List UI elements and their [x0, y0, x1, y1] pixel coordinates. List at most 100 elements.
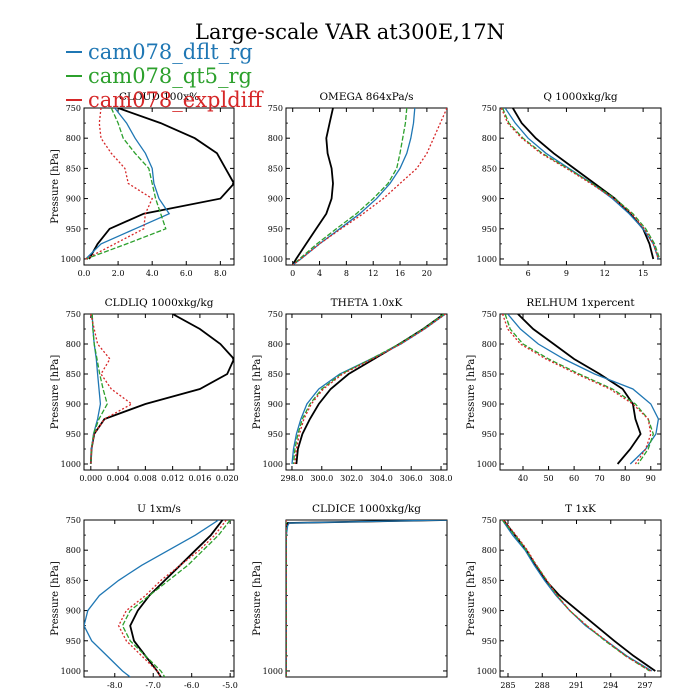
x-tick-label: 298.0 — [281, 474, 304, 483]
legend-swatch — [66, 98, 82, 101]
y-tick-label: 800 — [482, 134, 497, 143]
dflt-line — [507, 314, 660, 465]
y-tick-label: 850 — [268, 164, 283, 173]
panel-title: T 1xK — [565, 503, 596, 515]
x-tick-label: 6.0 — [180, 269, 193, 278]
expl-line — [501, 314, 652, 465]
x-tick-label: 12 — [600, 269, 610, 278]
panel-title: CLDICE 1000xkg/kg — [312, 503, 421, 515]
y-tick-label: 1000 — [61, 460, 81, 469]
control-line — [502, 520, 656, 672]
dflt-line — [501, 520, 653, 672]
y-tick-label: 900 — [482, 400, 497, 409]
y-tick-label: 750 — [482, 516, 497, 525]
x-tick-label: 8.0 — [214, 269, 227, 278]
panel-title: THETA 1.0xK — [331, 297, 403, 309]
y-tick-label: 800 — [268, 340, 283, 349]
panel-3: Q 1000xkg/kg 750 800 850 900 950 1000 6 9 12 15 — [477, 91, 662, 278]
x-tick-label: 0.000 — [79, 474, 102, 483]
y-tick-label: 1000 — [263, 255, 283, 264]
legend-entry-dflt: cam078_dflt_rg — [66, 40, 262, 64]
y-tick-label: 800 — [66, 134, 81, 143]
legend-swatch — [66, 50, 82, 53]
x-tick-label: 4.0 — [146, 269, 159, 278]
panel-4: CLDLIQ 1000xkg/kg 750 800 850 900 950 1000 0.00… — [50, 297, 239, 483]
y-tick-label: 800 — [66, 546, 81, 555]
y-tick-label: 750 — [482, 104, 497, 113]
qt5-line — [121, 520, 231, 677]
y-tick-label: 900 — [482, 607, 497, 616]
legend-entry-expl: cam078_expldiff — [66, 88, 262, 112]
x-tick-label: 0.016 — [188, 474, 211, 483]
x-tick-label: 0.0 — [78, 269, 91, 278]
y-tick-label: 950 — [268, 430, 283, 439]
panel-title: CLOUD 100x% — [119, 91, 199, 103]
x-tick-label: 291 — [569, 681, 584, 690]
y-tick-label: 850 — [482, 370, 497, 379]
figure-title: Large-scale VAR at300E,17N — [195, 20, 505, 44]
y-tick-label: 850 — [66, 576, 81, 585]
y-axis-label: Pressure [hPa] — [466, 561, 477, 636]
y-tick-label: 750 — [66, 104, 81, 113]
y-axis-label: Pressure [hPa] — [252, 561, 263, 636]
y-tick-label: 750 — [482, 310, 497, 319]
x-tick-label: 40 — [518, 474, 528, 483]
panel-5: THETA 1.0xK 750 800 850 900 950 1000 298.0 300.0… — [252, 297, 452, 483]
x-tick-label: -8.0 — [107, 681, 122, 690]
x-tick-label: 285 — [500, 681, 515, 690]
y-tick-label: 750 — [66, 516, 81, 525]
plot-frame — [499, 107, 662, 266]
panel-title: U 1xm/s — [137, 503, 181, 515]
y-tick-label: 1000 — [477, 460, 497, 469]
legend-label: cam078_dflt_rg — [88, 40, 253, 64]
qt5-line — [85, 108, 167, 260]
plot-frame — [83, 107, 235, 266]
control-line — [517, 314, 642, 465]
x-tick-label: 304.0 — [370, 474, 393, 483]
panel-2: OMEGA 864xPa/s 750 800 850 900 950 1000 0 4 8 12 16… — [263, 91, 448, 278]
y-tick-label: 800 — [66, 340, 81, 349]
y-tick-label: 950 — [482, 637, 497, 646]
y-tick-label: 1000 — [263, 667, 283, 676]
x-tick-label: 0 — [290, 269, 295, 278]
x-tick-label: 6 — [526, 269, 531, 278]
x-tick-label: 297 — [637, 681, 652, 690]
y-axis-label: Pressure [hPa] — [50, 149, 61, 224]
plot-frame — [499, 519, 662, 678]
x-tick-label: -7.0 — [146, 681, 161, 690]
y-tick-label: 850 — [482, 164, 497, 173]
qt5-line — [502, 108, 661, 260]
panel-title: CLDLIQ 1000xkg/kg — [105, 297, 214, 309]
x-tick-label: 80 — [620, 474, 630, 483]
y-tick-label: 900 — [66, 607, 81, 616]
x-tick-label: 4 — [317, 269, 322, 278]
y-tick-label: 950 — [66, 637, 81, 646]
y-tick-label: 1000 — [263, 460, 283, 469]
y-tick-label: 850 — [66, 370, 81, 379]
control-line — [512, 108, 655, 260]
panel-title: OMEGA 864xPa/s — [319, 91, 413, 103]
y-tick-label: 900 — [66, 195, 81, 204]
control-line — [286, 520, 447, 677]
x-tick-label: 302.0 — [340, 474, 363, 483]
x-tick-label: 16 — [395, 269, 405, 278]
control-line — [129, 520, 224, 677]
x-tick-label: 308.0 — [430, 474, 453, 483]
legend-swatch — [66, 74, 82, 77]
y-tick-label: 900 — [268, 400, 283, 409]
y-tick-label: 850 — [66, 164, 81, 173]
panel-title: RELHUM 1xpercent — [526, 297, 635, 309]
qt5-line — [292, 108, 408, 265]
x-tick-label: 90 — [646, 474, 656, 483]
x-tick-label: 0.020 — [216, 474, 239, 483]
x-tick-label: 20 — [422, 269, 432, 278]
x-tick-label: 0.008 — [134, 474, 157, 483]
legend-label: cam078_expldiff — [88, 88, 263, 112]
plot-frame — [285, 313, 448, 471]
control-line — [291, 108, 334, 265]
y-tick-label: 950 — [482, 430, 497, 439]
y-tick-label: 950 — [66, 225, 81, 234]
dflt-line — [291, 314, 446, 465]
qt5-line — [501, 520, 650, 672]
